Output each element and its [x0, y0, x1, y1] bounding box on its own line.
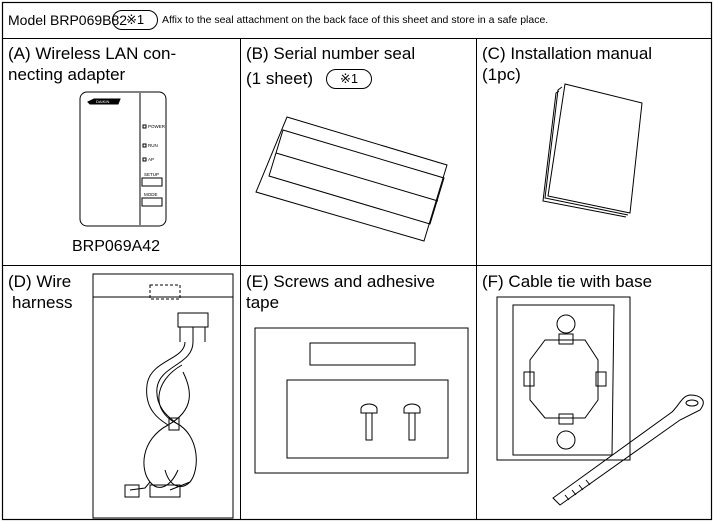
- device-brand: DAIKIN: [96, 99, 109, 104]
- item-title: (C) Installation manual: [482, 44, 653, 63]
- item-title: (B) Serial number seal: [246, 44, 416, 63]
- item-title: (E) Screws and adhesive: [246, 272, 435, 291]
- item-title: (D) Wire: [8, 272, 72, 291]
- item-title: necting adapter: [8, 65, 126, 84]
- model: Model BRP069B82: [8, 12, 128, 28]
- button-label: MODE: [144, 192, 158, 197]
- mark: ※1: [326, 69, 372, 89]
- item-title: tape: [246, 293, 280, 312]
- item-title: (1pc): [482, 65, 521, 84]
- item-title: harness: [12, 293, 73, 312]
- led-label: RUN: [148, 143, 158, 148]
- item-title: (A) Wireless LAN con-: [8, 44, 177, 63]
- button-label: SETUP: [144, 172, 159, 177]
- led-label: POWER: [148, 124, 166, 129]
- note: Affix to the seal attachment on the back…: [162, 14, 549, 26]
- item-title: (F) Cable tie with base: [482, 272, 653, 291]
- model-label: BRP069A42: [72, 238, 161, 255]
- led-label: AP: [148, 157, 154, 162]
- item-title: (1 sheet): [246, 69, 314, 88]
- mark: ※1: [112, 10, 158, 30]
